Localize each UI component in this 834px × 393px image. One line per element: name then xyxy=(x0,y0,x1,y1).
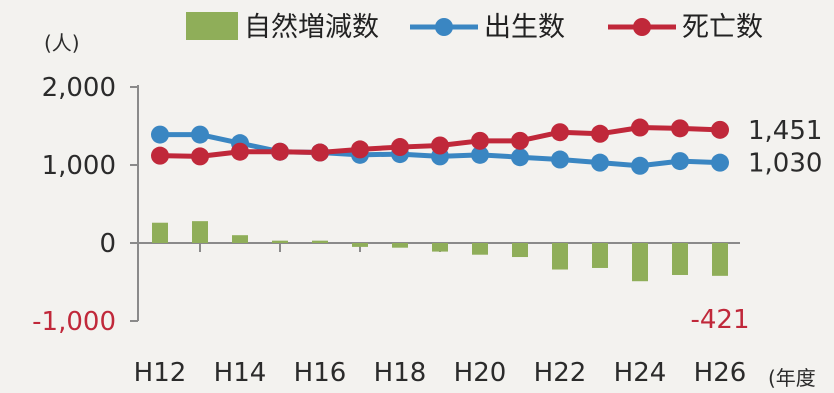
bar-natural-change xyxy=(352,243,368,247)
y-tick-label: 0 xyxy=(99,229,116,259)
point-births xyxy=(671,152,689,171)
point-deaths xyxy=(511,131,529,150)
x-tick-label: H14 xyxy=(214,358,267,388)
point-deaths xyxy=(391,138,409,157)
y-tick-labels: 2,000 1,000 0 -1,000 xyxy=(32,73,116,337)
point-births xyxy=(591,153,609,172)
x-tick-label: H24 xyxy=(614,358,667,388)
x-tick-label: H12 xyxy=(134,358,187,388)
point-deaths xyxy=(551,123,569,142)
point-deaths xyxy=(231,142,249,161)
point-deaths xyxy=(311,143,329,162)
y-tick-label: -1,000 xyxy=(32,307,116,337)
end-label: 1,451 xyxy=(748,116,822,146)
legend-label-natural-change: 自然増減数 xyxy=(244,12,379,43)
point-deaths xyxy=(151,146,169,165)
legend-label-births: 出生数 xyxy=(484,12,565,43)
x-tick-label: H16 xyxy=(294,358,347,388)
point-deaths xyxy=(591,124,609,143)
legend-swatch-natural-change xyxy=(186,12,238,40)
point-births xyxy=(631,156,649,175)
bar-natural-change xyxy=(672,243,688,275)
legend-marker-deaths xyxy=(633,18,651,36)
point-births xyxy=(151,125,169,144)
point-births xyxy=(711,153,729,172)
bar-natural-change xyxy=(592,243,608,268)
bar-natural-change xyxy=(432,243,448,252)
bar-natural-change xyxy=(512,243,528,258)
bar-natural-change xyxy=(552,243,568,270)
series-points xyxy=(151,118,729,175)
bar-natural-change xyxy=(272,240,288,243)
point-deaths xyxy=(671,119,689,138)
y-unit-label: (人) xyxy=(44,31,80,55)
point-births xyxy=(471,145,489,164)
x-tick-labels: H12 H14 H16 H18 H20 H22 H24 H26 xyxy=(134,358,747,388)
x-unit-label: (年度 xyxy=(768,366,816,390)
natural-change-bars xyxy=(152,221,728,282)
bar-natural-change xyxy=(392,243,408,248)
point-deaths xyxy=(271,142,289,161)
point-births xyxy=(191,125,209,144)
legend-marker-births xyxy=(435,18,453,36)
point-births xyxy=(511,148,529,167)
end-label: -421 xyxy=(690,305,749,335)
point-deaths xyxy=(631,118,649,137)
bar-natural-change xyxy=(632,243,648,282)
y-tick-label: 1,000 xyxy=(42,151,116,181)
axes xyxy=(130,85,740,322)
bar-natural-change xyxy=(312,240,328,243)
bar-natural-change xyxy=(152,222,168,243)
bar-natural-change xyxy=(712,243,728,276)
point-deaths xyxy=(191,147,209,166)
bar-natural-change xyxy=(472,243,488,255)
legend: 自然増減数 出生数 死亡数 xyxy=(186,12,763,43)
x-tick-label: H18 xyxy=(374,358,427,388)
bar-natural-change xyxy=(192,221,208,243)
point-deaths xyxy=(711,120,729,139)
point-births xyxy=(551,150,569,169)
end-label: 1,030 xyxy=(748,149,822,179)
x-tick-label: H20 xyxy=(454,358,507,388)
point-deaths xyxy=(471,131,489,150)
point-deaths xyxy=(351,140,369,159)
point-deaths xyxy=(431,136,449,155)
legend-label-deaths: 死亡数 xyxy=(682,12,763,43)
x-tick-label: H26 xyxy=(694,358,747,388)
x-tick-label: H22 xyxy=(534,358,587,388)
y-tick-label: 2,000 xyxy=(42,73,116,103)
bar-natural-change xyxy=(232,235,248,243)
